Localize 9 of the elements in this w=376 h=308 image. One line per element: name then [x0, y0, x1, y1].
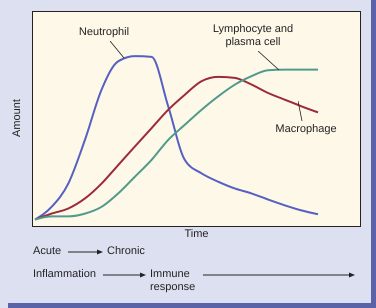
text: Acute: [33, 245, 62, 258]
y-axis-title: Amount: [11, 98, 23, 139]
series-label: Lymphocyte and plasma cell: [212, 23, 294, 49]
series-label: Neutrophil: [78, 26, 130, 39]
x-axis-title: Time: [183, 228, 210, 240]
text: Inflammation: [33, 268, 97, 281]
text: Chronic: [107, 245, 146, 258]
text: Immune response: [150, 268, 196, 294]
series-label: Macrophage: [274, 123, 338, 136]
